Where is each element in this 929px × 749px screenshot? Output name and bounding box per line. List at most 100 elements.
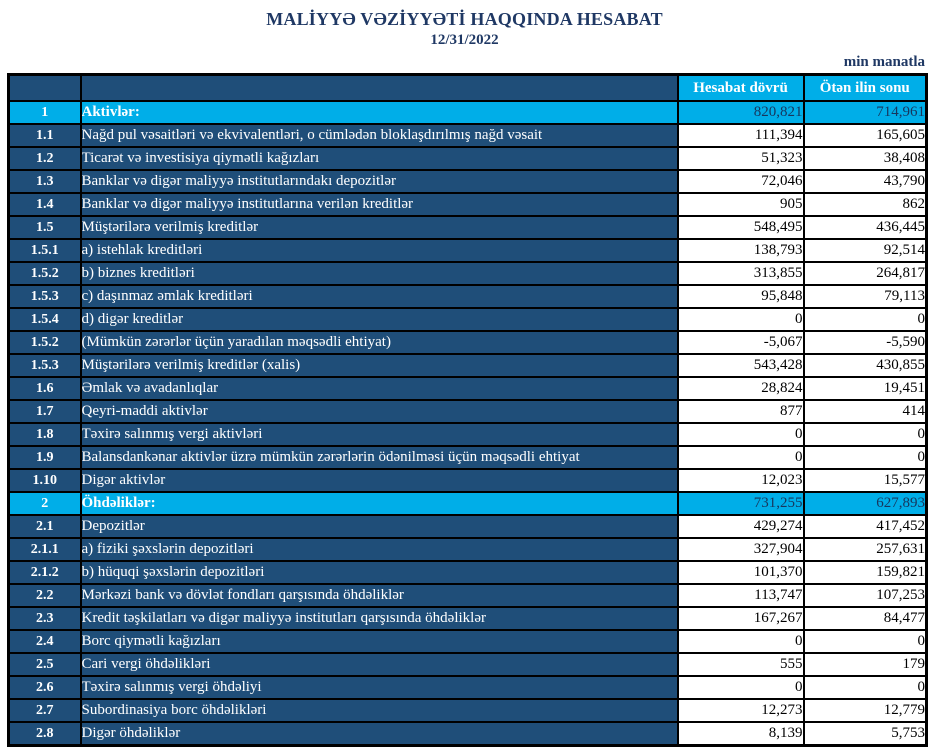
page-title: MALİYYƏ VƏZİYYƏTİ HAQQINDA HESABAT: [266, 9, 663, 29]
row-value-prior: -5,590: [802, 330, 928, 355]
row-label: c) daşınmaz əmlak kreditləri: [79, 284, 679, 309]
row-number: 1.9: [7, 445, 82, 470]
table-row: 2.1.1 a) fiziki şəxslərin depozitləri 327,…: [7, 537, 928, 562]
table-row: 1.5.2 (Mümkün zərərlər üçün yaradılan məq…: [7, 330, 928, 355]
row-value-prior: 5,753: [802, 721, 928, 747]
row-value-current: 138,793: [676, 238, 805, 263]
table-row: 2.3 Kredit təşkilatları və digər maliyyə …: [7, 606, 928, 631]
row-number: 1.8: [7, 422, 82, 447]
row-number: 1.2: [7, 146, 82, 171]
row-number: 2.4: [7, 629, 82, 654]
row-value-current: 731,255: [676, 491, 805, 516]
row-value-current: 877: [676, 399, 805, 424]
table-row: 1.2 Ticarət və investisiya qiymətli kağız…: [7, 146, 928, 171]
row-value-prior: 862: [802, 192, 928, 217]
row-value-current: 905: [676, 192, 805, 217]
row-label: a) fiziki şəxslərin depozitləri: [79, 537, 679, 562]
row-value-current: 0: [676, 422, 805, 447]
row-number: 1.4: [7, 192, 82, 217]
row-number: 1: [7, 100, 82, 125]
row-value-current: 0: [676, 307, 805, 332]
table-body: 1 Aktivlər: 820,821 714,961 1.1 Nağd pul vəsa…: [7, 100, 928, 747]
row-value-prior: 0: [802, 445, 928, 470]
row-number: 1.3: [7, 169, 82, 194]
row-value-prior: 19,451: [802, 376, 928, 401]
row-value-prior: 0: [802, 675, 928, 700]
table-row: 2.7 Subordinasiya borc öhdəlikləri 12,273 1…: [7, 698, 928, 723]
row-value-current: 429,274: [676, 514, 805, 539]
row-label: Qeyri-maddi aktivlər: [79, 399, 679, 424]
row-value-prior: 627,893: [802, 491, 928, 516]
row-label: Cari vergi öhdəlikləri: [79, 652, 679, 677]
unit-note: min manatla: [843, 54, 925, 70]
row-value-current: 95,848: [676, 284, 805, 309]
row-value-current: 313,855: [676, 261, 805, 286]
row-value-current: 327,904: [676, 537, 805, 562]
row-number: 1.5.2: [7, 261, 82, 286]
row-number: 2.1: [7, 514, 82, 539]
row-value-current: 113,747: [676, 583, 805, 608]
table-row: 1.3 Banklar və digər maliyyə institutları…: [7, 169, 928, 194]
row-value-prior: 92,514: [802, 238, 928, 263]
row-value-prior: 179: [802, 652, 928, 677]
row-number: 1.5.1: [7, 238, 82, 263]
table-row: 1.6 Əmlak və avadanlıqlar 28,824 19,451: [7, 376, 928, 401]
table-row: 2.6 Təxirə salınmış vergi öhdəliyi 0 0: [7, 675, 928, 700]
row-label: a) istehlak kreditləri: [79, 238, 679, 263]
row-value-prior: 414: [802, 399, 928, 424]
row-label: Təxirə salınmış vergi aktivləri: [79, 422, 679, 447]
row-value-prior: 417,452: [802, 514, 928, 539]
row-label: Mərkəzi bank və dövlət fondları qarşısın…: [79, 583, 679, 608]
row-value-prior: 264,817: [802, 261, 928, 286]
table-row: 2.1 Depozitlər 429,274 417,452: [7, 514, 928, 539]
report-date: 12/31/2022: [430, 32, 499, 48]
row-label: Əmlak və avadanlıqlar: [79, 376, 679, 401]
row-value-prior: 79,113: [802, 284, 928, 309]
header-current-period: Hesabat dövrü: [676, 73, 805, 102]
header-prior-period: Ötən ilin sonu: [802, 73, 928, 102]
row-label: Digər aktivlər: [79, 468, 679, 493]
table-row: 2.8 Digər öhdəliklər 8,139 5,753: [7, 721, 928, 747]
row-value-current: 8,139: [676, 721, 805, 747]
row-label: Balansdankənar aktivlər üzrə mümkün zərə…: [79, 445, 679, 470]
row-value-prior: 714,961: [802, 100, 928, 125]
table-row: 1.8 Təxirə salınmış vergi aktivləri 0 0: [7, 422, 928, 447]
table-row: 1.10 Digər aktivlər 12,023 15,577: [7, 468, 928, 493]
row-value-current: 555: [676, 652, 805, 677]
row-number: 1.5: [7, 215, 82, 240]
row-number: 2.2: [7, 583, 82, 608]
row-label: Depozitlər: [79, 514, 679, 539]
row-value-current: 0: [676, 629, 805, 654]
row-number: 1.5.2: [7, 330, 82, 355]
row-number: 1.7: [7, 399, 82, 424]
row-number: 2.5: [7, 652, 82, 677]
row-label: Subordinasiya borc öhdəlikləri: [79, 698, 679, 723]
row-number: 2.7: [7, 698, 82, 723]
row-value-current: 543,428: [676, 353, 805, 378]
header-number-column: [7, 73, 82, 102]
row-label: Banklar və digər maliyyə institutlarında…: [79, 169, 679, 194]
row-label: Digər öhdəliklər: [79, 721, 679, 747]
table-row: 2.4 Borc qiymətli kağızları 0 0: [7, 629, 928, 654]
row-value-prior: 43,790: [802, 169, 928, 194]
row-value-current: 0: [676, 445, 805, 470]
row-label: Borc qiymətli kağızları: [79, 629, 679, 654]
row-value-prior: 436,445: [802, 215, 928, 240]
row-number: 1.6: [7, 376, 82, 401]
table-row: 1.1 Nağd pul vəsaitləri və ekvivalentləri…: [7, 123, 928, 148]
row-value-prior: 159,821: [802, 560, 928, 585]
row-number: 1.10: [7, 468, 82, 493]
table-row: 1.5.1 a) istehlak kreditləri 138,793 92,514: [7, 238, 928, 263]
row-value-current: 28,824: [676, 376, 805, 401]
row-label: Təxirə salınmış vergi öhdəliyi: [79, 675, 679, 700]
row-value-current: 51,323: [676, 146, 805, 171]
table-row: 1.5 Müştərilərə verilmiş kreditlər 548,495…: [7, 215, 928, 240]
row-value-prior: 0: [802, 629, 928, 654]
table-row: 1.5.3 Müştərilərə verilmiş kreditlər (xal…: [7, 353, 928, 378]
row-value-current: 111,394: [676, 123, 805, 148]
row-value-prior: 38,408: [802, 146, 928, 171]
row-value-prior: 0: [802, 307, 928, 332]
row-label: Öhdəliklər:: [79, 491, 679, 516]
row-value-current: 12,023: [676, 468, 805, 493]
row-label: Aktivlər:: [79, 100, 679, 125]
